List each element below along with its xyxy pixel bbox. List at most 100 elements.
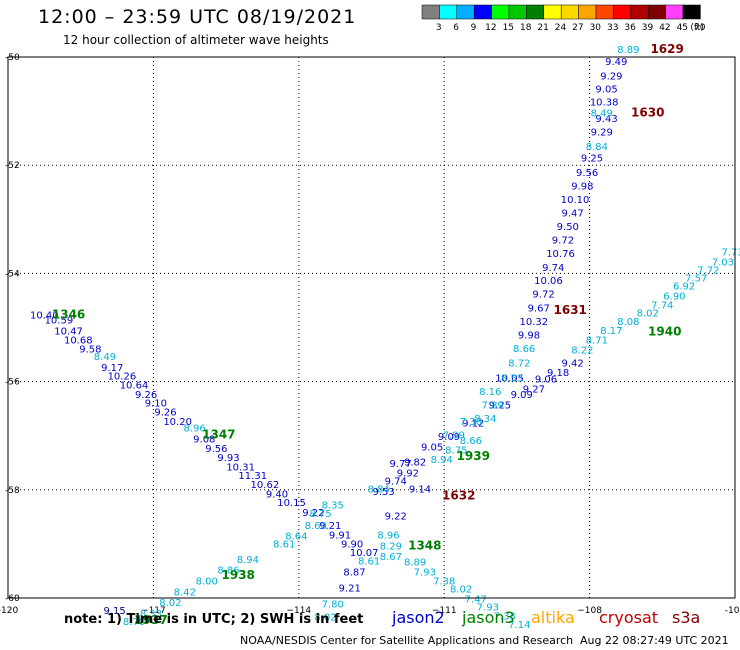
wave-height-label: 8.33	[140, 609, 162, 620]
wave-height-label: 9.40	[266, 489, 288, 500]
wave-height-label: 9.74	[385, 476, 407, 487]
y-tick-label: -50	[5, 53, 20, 63]
colorbar-level-label: 24	[555, 23, 567, 33]
wave-height-label: 10.32	[520, 317, 549, 328]
wave-height-label: 8.86	[217, 566, 239, 577]
colorbar-level-label: 12	[485, 23, 496, 33]
chart-subtitle: 12 hour collection of altimeter wave hei…	[63, 33, 329, 47]
mission-s3a: s3a	[672, 608, 701, 627]
x-tick-label: −114	[286, 606, 311, 616]
wave-height-label: 8.75	[309, 509, 331, 520]
wave-height-label: 8.49	[591, 109, 613, 120]
wave-height-label: 9.22	[302, 508, 324, 519]
wave-height-label: 9.72	[532, 290, 554, 301]
wave-height-label: 8.17	[600, 326, 622, 337]
wave-height-label: 9.42	[562, 358, 584, 369]
wave-height-label: 9.21	[339, 584, 361, 595]
wave-height-label: 9.56	[576, 168, 598, 179]
wave-height-label: 7.74	[651, 301, 673, 312]
wave-height-label: 9.58	[79, 344, 101, 355]
chart-title: 12:00 – 23:59 UTC 08/19/2021	[38, 6, 357, 28]
x-tick-label: −111	[432, 606, 457, 616]
colorbar-level-label: 27	[572, 23, 583, 33]
colorbar-level-label: 30	[590, 23, 602, 33]
colorbar-swatch	[508, 4, 527, 20]
wave-height-label: 9.14	[409, 485, 431, 496]
pass-time-label: 1630	[631, 106, 664, 120]
pass-time-label: 1940	[648, 325, 681, 339]
colorbar-swatch	[421, 4, 440, 20]
colorbar-swatch	[560, 4, 579, 20]
colorbar-level-label: 36	[624, 23, 636, 33]
colorbar-unit-label: (ft)	[690, 23, 704, 33]
wave-height-label: 8.42	[174, 587, 196, 598]
color-scale-bar: 3 6 9 12 15 18 21 24 27 30 33 36 39 42 45 70(ft)	[421, 4, 706, 33]
footer-note: note: 1) Time is in UTC; 2) SWH is in fe…	[64, 612, 364, 627]
colorbar-swatch	[526, 4, 545, 20]
wave-height-label: 8.08	[617, 317, 639, 328]
colorbar-swatch	[491, 4, 510, 20]
wave-height-label: 7.14	[508, 620, 530, 631]
y-tick-label: -52	[5, 161, 20, 171]
colorbar-level-label: 45	[677, 23, 688, 33]
wave-height-label: 9.18	[547, 368, 569, 379]
y-tick-label: -56	[5, 378, 20, 388]
wave-height-label: 9.26	[154, 408, 176, 419]
wave-height-label: 9.29	[591, 127, 613, 138]
wave-height-label: 10.62	[251, 480, 280, 491]
wave-height-label: 7.93	[477, 602, 499, 613]
wave-height-label: 7.73	[721, 248, 740, 259]
wave-height-label: 7.57	[685, 274, 707, 285]
pass-time-label: 1348	[408, 538, 441, 552]
wave-height-label: 9.90	[341, 540, 363, 551]
colorbar-swatch	[613, 4, 632, 20]
colorbar-swatch	[647, 4, 666, 20]
wave-height-label: 9.53	[372, 487, 394, 498]
credit-line: NOAA/NESDIS Center for Satellite Applica…	[240, 634, 574, 647]
colorbar-level-label: 9	[471, 23, 477, 33]
wave-height-label: 10.59	[45, 316, 74, 327]
x-tick-label: −108	[577, 606, 602, 616]
mission-jason2: jason2	[392, 608, 445, 627]
wave-height-label: 9.91	[329, 530, 351, 541]
pass-time-labels: 1346 1347 1348 1938 1937 1939 1940 1629 1630 1631…	[52, 42, 684, 627]
colorbar-level-label: 18	[520, 23, 532, 33]
wave-height-label: 9.05	[595, 85, 617, 96]
wave-height-label: 7.89	[482, 401, 504, 412]
wave-height-label: 9.10	[145, 398, 167, 409]
wave-height-label: 9.98	[571, 182, 593, 193]
wave-height-label: 9.27	[523, 384, 545, 395]
wave-height-label: 8.61	[358, 556, 380, 567]
wave-height-label: 10.38	[590, 98, 619, 109]
y-tick-label: -58	[5, 486, 20, 496]
pass-time-label: 1631	[554, 303, 587, 317]
colorbar-level-label: 6	[453, 23, 459, 33]
colorbar-swatch	[665, 4, 684, 20]
wave-height-label: 8.89	[617, 45, 639, 56]
wave-height-label: 9.47	[562, 209, 584, 220]
wave-height-label: 8.22	[571, 345, 593, 356]
axis-ticks: -120 −117 −114 −111 −108 -105 -50 -52 -54 -56 -58 -…	[0, 53, 740, 616]
wave-height-label: 9.08	[193, 435, 215, 446]
wave-height-label: 10.07	[350, 548, 379, 559]
wave-height-label: 8.66	[460, 436, 482, 447]
colorbar-level-label: 39	[642, 23, 654, 33]
wave-height-label: 9.93	[217, 453, 239, 464]
colorbar-swatch	[630, 4, 649, 20]
wave-height-label: 8.94	[431, 455, 453, 466]
wave-height-label: 8.49	[94, 352, 116, 363]
wave-height-label: 8.84	[586, 142, 608, 153]
wave-height-label: 7.36	[460, 417, 482, 428]
wave-height-label: 8.29	[380, 541, 402, 552]
wave-height-label: 9.29	[600, 72, 622, 83]
wave-height-label: 8.66	[513, 344, 535, 355]
wave-height-label: 10.15	[277, 498, 306, 509]
wave-height-label: 9.82	[404, 457, 426, 468]
mission-altika: altika	[531, 608, 575, 627]
wave-height-label: 9.72	[552, 236, 574, 247]
wave-height-label: 9.05	[421, 442, 443, 453]
wave-height-label: 10.68	[64, 336, 93, 347]
mission-cryosat: cryosat	[599, 608, 659, 627]
wave-height-label: 8.02	[637, 309, 659, 320]
wave-height-label: 7.93	[414, 567, 436, 578]
